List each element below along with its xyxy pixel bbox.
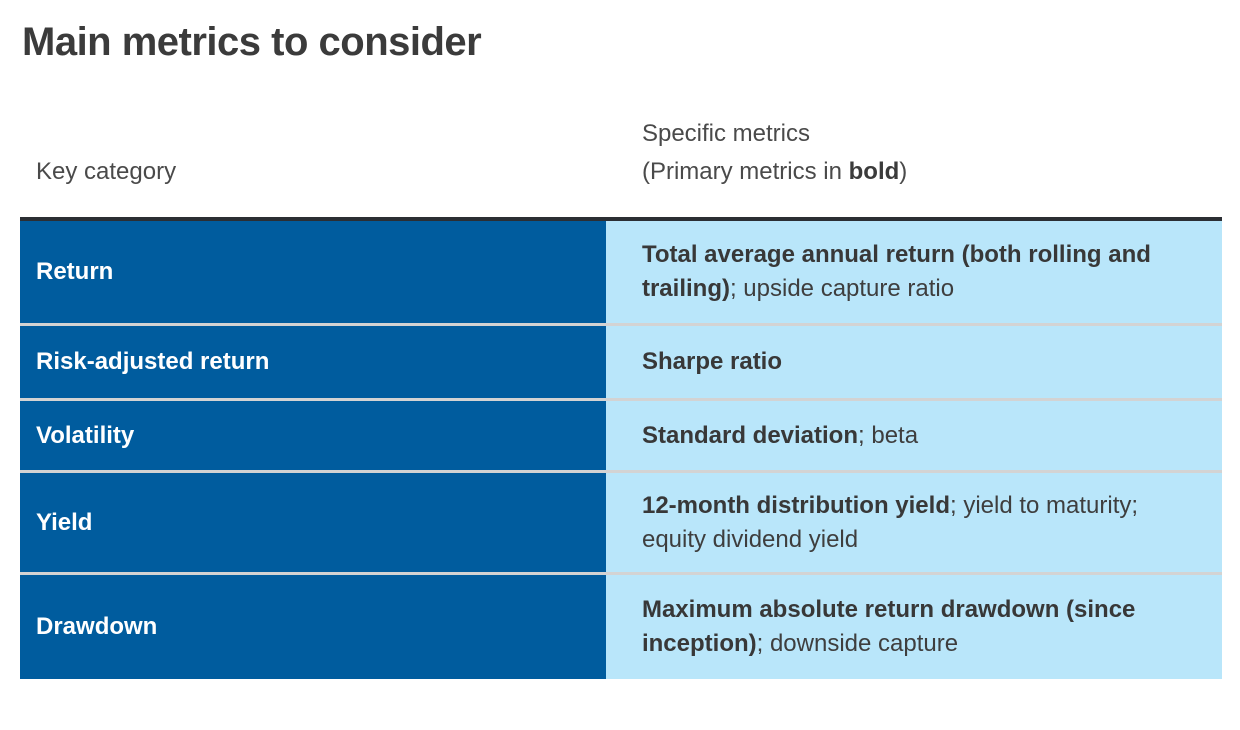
specific-metrics-line2-prefix: (Primary metrics in xyxy=(641,158,849,185)
metrics-text: Sharpe ratio xyxy=(642,345,782,379)
metrics-cell: Maximum absolute return drawdown (since … xyxy=(605,575,1222,679)
metrics-text: Total average annual return (both rollin… xyxy=(642,238,1174,306)
table-row: Yield 12-month distribution yield; yield… xyxy=(20,470,1222,572)
metrics-text: 12-month distribution yield; yield to ma… xyxy=(642,489,1174,557)
category-cell: Volatility xyxy=(20,401,606,470)
category-cell: Risk-adjusted return xyxy=(20,326,606,398)
specific-metrics-line2-suffix: ) xyxy=(899,158,908,185)
secondary-metrics: ; yield to maturity; equity dividend yie… xyxy=(641,491,1139,553)
table-row: Return Total average annual return (both… xyxy=(20,221,1222,323)
primary-metric: Standard deviation xyxy=(641,421,859,449)
page-title: Main metrics to consider xyxy=(22,20,482,64)
metrics-table: Return Total average annual return (both… xyxy=(20,217,1222,679)
category-label: Yield xyxy=(36,508,93,536)
metrics-cell: Total average annual return (both rollin… xyxy=(605,221,1222,323)
specific-metrics-line2-bold: bold xyxy=(848,158,900,185)
category-label: Drawdown xyxy=(36,613,158,640)
primary-metric: Sharpe ratio xyxy=(641,348,783,375)
category-label: Return xyxy=(36,258,114,285)
secondary-metrics: ; beta xyxy=(858,421,919,449)
table-row: Volatility Standard deviation; beta xyxy=(20,398,1222,470)
category-cell: Yield xyxy=(20,473,606,572)
category-cell: Drawdown xyxy=(20,575,606,679)
primary-metric: 12-month distribution yield xyxy=(641,491,950,519)
category-cell: Return xyxy=(20,221,606,323)
table-row: Risk-adjusted return Sharpe ratio xyxy=(20,323,1222,398)
category-label: Risk-adjusted return xyxy=(36,348,270,375)
table-row: Drawdown Maximum absolute return drawdow… xyxy=(20,572,1222,679)
metrics-cell: Sharpe ratio xyxy=(605,326,1222,398)
primary-metric: Maximum absolute return drawdown (since … xyxy=(641,596,1136,657)
table-column-headers: Key category Specific metrics (Primary m… xyxy=(20,115,1222,217)
primary-metric: Total average annual return (both rollin… xyxy=(641,241,1151,302)
column-header-key-category: Key category xyxy=(36,158,177,185)
secondary-metrics: ; upside capture ratio xyxy=(729,275,955,302)
column-header-specific-metrics: Specific metrics (Primary metrics in bol… xyxy=(606,115,1222,191)
metrics-cell: 12-month distribution yield; yield to ma… xyxy=(605,473,1222,572)
metrics-text: Standard deviation; beta xyxy=(642,419,918,453)
metrics-text: Maximum absolute return drawdown (since … xyxy=(642,593,1174,661)
specific-metrics-line1: Specific metrics xyxy=(641,120,811,147)
metrics-cell: Standard deviation; beta xyxy=(605,401,1222,470)
category-label: Volatility xyxy=(36,421,135,449)
secondary-metrics: ; downside capture xyxy=(756,630,959,657)
